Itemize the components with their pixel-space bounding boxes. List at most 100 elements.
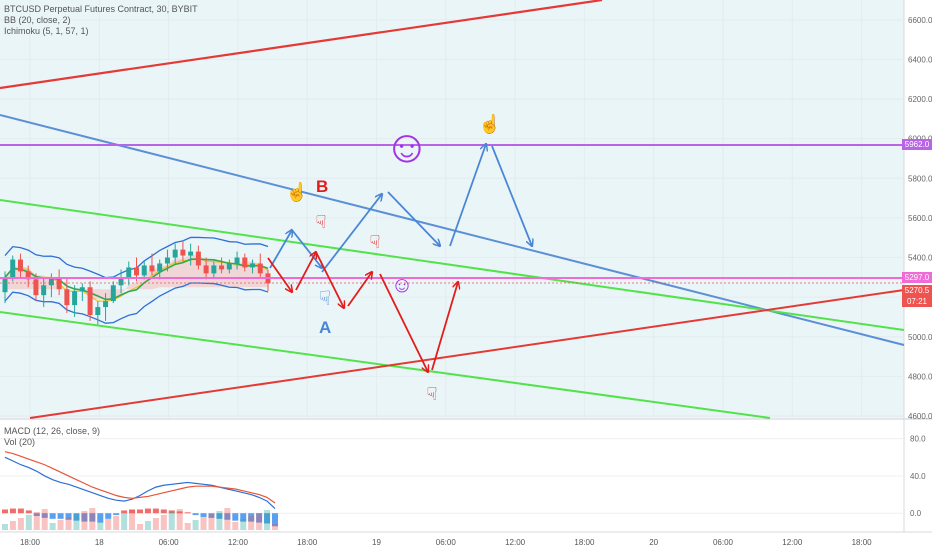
candle-body [33,279,39,296]
volume-bar [272,524,278,530]
candle-body [2,277,8,293]
red-rising-trendline [29,289,905,419]
red-path-arrow-5 [379,273,428,372]
main-pane-background [0,0,904,418]
macd-histogram-bar [73,513,80,521]
time-axis-label: 18:00 [297,538,318,547]
candle-body [226,263,232,270]
bb-indicator-label[interactable]: BB (20, close, 2) [4,15,71,25]
price-axis-label: 5000.0 [908,333,932,342]
volume-bar [216,511,223,530]
candle-body [234,257,240,264]
blue-path-arrow-5 [449,144,486,247]
time-axis-label: 18:00 [574,538,595,547]
macd-histogram-bar [272,513,278,527]
price-axis-label: 5400.0 [908,254,932,263]
macd-histogram-bar [256,513,263,523]
volume-bar [152,518,159,530]
macd-histogram-bar [137,509,143,514]
smiley-big-icon: ☺ [384,120,431,172]
volume-bar [2,524,8,530]
macd-histogram-bar [152,508,159,514]
volume-bar [9,521,16,530]
macd-histogram-bar [17,508,24,514]
red-path-arrow-2 [295,252,316,291]
macd-axis-label: 40.0 [910,472,926,481]
volume-bar [25,515,32,530]
volume-bar [176,509,183,530]
candle-body [172,249,178,258]
volume-bar [208,514,215,530]
annotation-label-b: B [316,177,328,196]
blue-descending-trendline [0,114,905,346]
macd-histogram-bar [57,513,64,519]
red-path-arrow-1 [267,257,292,292]
hand-down-red-icon: ☟ [427,384,438,404]
ichimoku-indicator-label[interactable]: Ichimoku (5, 1, 57, 1) [4,26,89,36]
macd-histogram-bar [33,513,40,517]
smiley-small-icon: ☺ [391,272,413,297]
candle-body [188,251,194,256]
macd-histogram-bar [192,513,199,516]
lower-level-tag: 5297.0 [902,272,932,283]
vol-indicator-label[interactable]: Vol (20) [4,437,36,447]
time-axis-label: 06:00 [713,538,734,547]
candle-body [118,277,124,286]
candle-body [56,277,62,290]
red-path-arrow-6 [431,282,458,371]
hand-down-blue-icon: ☟ [319,288,331,310]
macd-indicator-label[interactable]: MACD (12, 26, close, 9) [4,426,101,436]
macd-line [4,456,276,509]
volume-bar [89,508,96,530]
volume-bar [232,522,239,530]
candle-body [180,249,186,256]
macd-histogram-bar [9,508,16,514]
volume-bar [144,521,151,530]
macd-histogram-bar [97,513,104,523]
blue-path-arrow-4 [387,191,440,246]
volume-bar [105,519,112,530]
macd-histogram-bar [49,513,56,519]
candle-body [110,285,116,302]
macd-histogram-bar [248,513,255,522]
macd-histogram-bar [184,512,191,514]
candle-body [211,265,217,274]
candle-body [164,257,170,264]
time-axis-label: 06:00 [159,538,180,547]
volume-bar [256,513,263,530]
macd-histogram-bar [105,513,112,519]
blue-path-arrow-6 [491,145,532,246]
macd-histogram-bar [65,513,72,520]
macd-histogram-bar [240,513,247,522]
candle-body [157,263,163,272]
hand-down-red-icon: ☟ [370,232,381,252]
volume-bar [240,519,247,530]
macd-axis-label: 80.0 [910,435,926,444]
macd-histogram-bar [168,510,175,514]
volume-bar [113,516,120,530]
time-axis-label: 12:00 [505,538,526,547]
volume-bar [224,508,231,530]
blue-path-arrow-3 [321,194,382,273]
symbol-title: BTCUSD Perpetual Futures Contract, 30, B… [4,4,198,14]
time-axis-label: 18:00 [852,538,873,547]
macd-histogram-bar [160,509,167,514]
upper-level-tag: 5962.0 [902,139,932,150]
macd-histogram-bar [113,513,120,516]
candle-body [242,257,248,268]
volume-bar [97,522,104,530]
candle-body [64,289,70,306]
macd-histogram-bar [232,513,239,521]
macd-axis-label: 0.0 [910,509,922,518]
candle-body [87,287,93,315]
macd-histogram-bar [264,513,271,524]
candle-body [48,277,54,286]
volume-bar [121,513,128,530]
volume-bar [184,523,191,530]
volume-bar [129,510,136,530]
macd-histogram-bar [81,513,88,522]
macd-histogram-bar [41,513,48,518]
volume-bar [168,512,175,530]
